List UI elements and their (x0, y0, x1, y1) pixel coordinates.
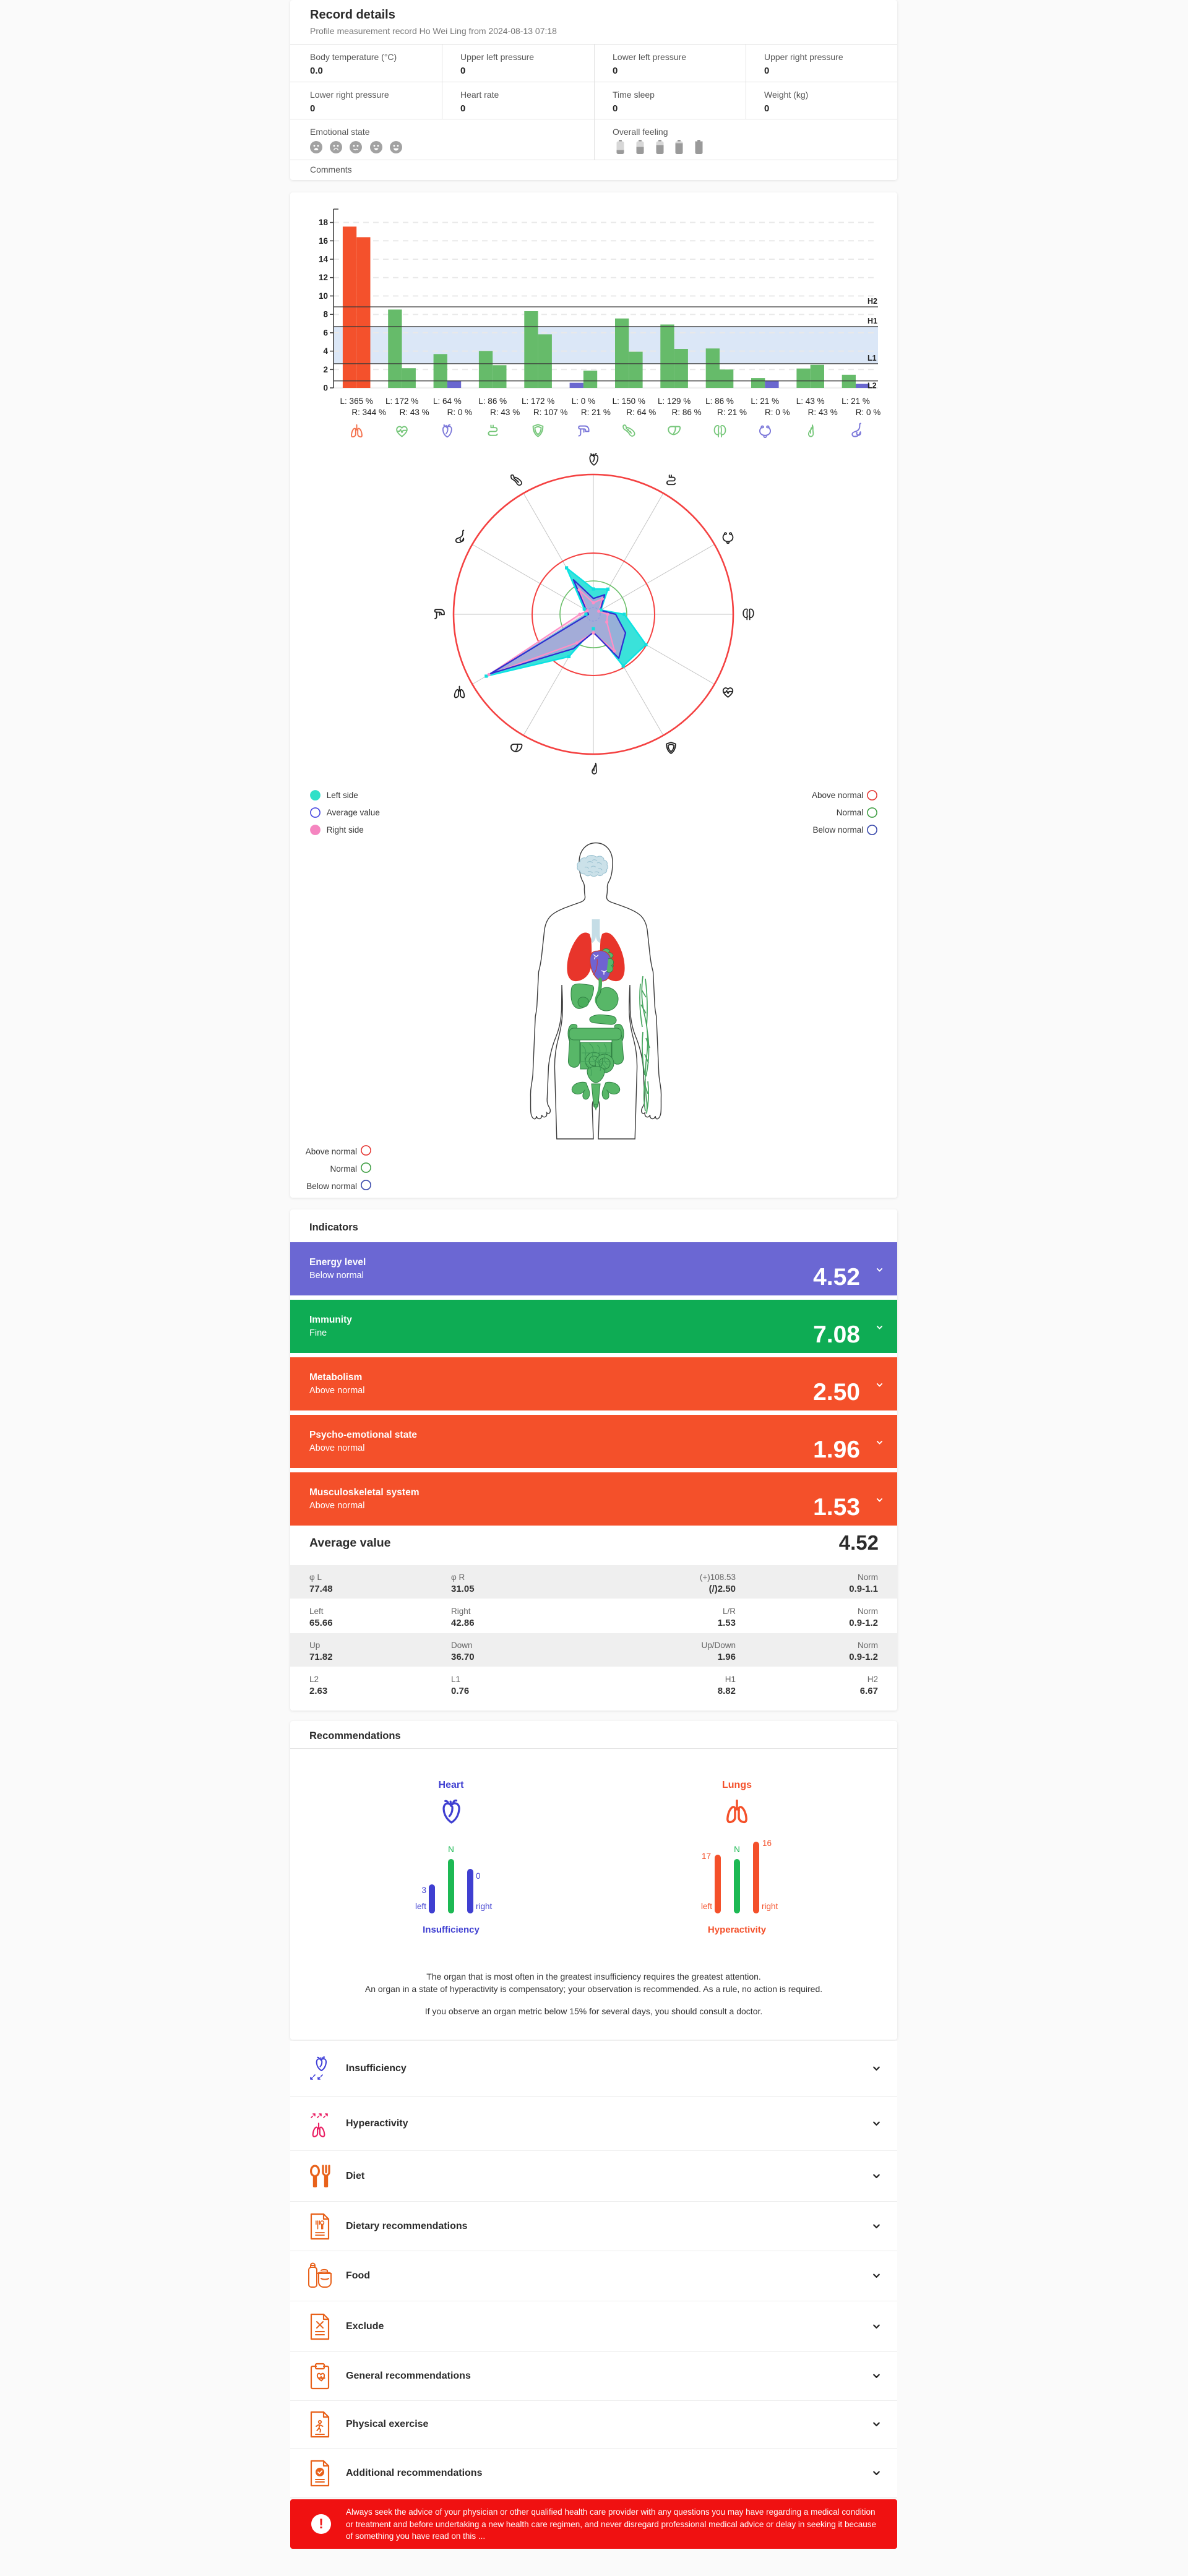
svg-text:L: 172 %: L: 172 % (522, 397, 554, 406)
svg-text:L: 86 %: L: 86 % (478, 397, 507, 406)
svg-text:R: 0 %: R: 0 % (447, 408, 473, 417)
svg-text:14: 14 (319, 255, 329, 264)
svg-text:R: 43 %: R: 43 % (808, 408, 838, 417)
svg-text:2: 2 (323, 365, 328, 374)
svg-text:10: 10 (319, 291, 328, 301)
svg-text:R: 0 %: R: 0 % (765, 408, 790, 417)
svg-text:L: 172 %: L: 172 % (385, 397, 418, 406)
svg-text:L: 21 %: L: 21 % (751, 397, 779, 406)
svg-text:R: 344 %: R: 344 % (351, 408, 386, 417)
svg-text:R: 0 %: R: 0 % (856, 408, 881, 417)
svg-text:H1: H1 (867, 317, 877, 325)
svg-text:R: 21 %: R: 21 % (717, 408, 747, 417)
svg-text:12: 12 (319, 273, 328, 282)
svg-text:4: 4 (323, 346, 328, 356)
svg-text:0: 0 (323, 384, 328, 393)
svg-text:18: 18 (319, 218, 329, 227)
svg-text:L: 21 %: L: 21 % (842, 397, 870, 406)
svg-text:H2: H2 (867, 297, 877, 306)
svg-text:L1: L1 (867, 354, 877, 363)
svg-text:L: 0 %: L: 0 % (572, 397, 595, 406)
svg-text:L: 86 %: L: 86 % (705, 397, 734, 406)
svg-text:L: 43 %: L: 43 % (796, 397, 825, 406)
svg-text:R: 86 %: R: 86 % (672, 408, 702, 417)
svg-text:R: 107 %: R: 107 % (533, 408, 568, 417)
svg-text:R: 64 %: R: 64 % (626, 408, 656, 417)
svg-text:R: 43 %: R: 43 % (490, 408, 520, 417)
svg-text:8: 8 (323, 310, 328, 319)
svg-text:16: 16 (319, 236, 329, 246)
svg-text:L: 64 %: L: 64 % (433, 397, 462, 406)
svg-text:6: 6 (323, 328, 328, 337)
svg-text:R: 43 %: R: 43 % (400, 408, 429, 417)
svg-text:L: 129 %: L: 129 % (658, 397, 691, 406)
svg-text:R: 21 %: R: 21 % (581, 408, 611, 417)
svg-text:L: 365 %: L: 365 % (340, 397, 373, 406)
svg-text:L: 150 %: L: 150 % (613, 397, 645, 406)
svg-text:L2: L2 (867, 382, 877, 390)
